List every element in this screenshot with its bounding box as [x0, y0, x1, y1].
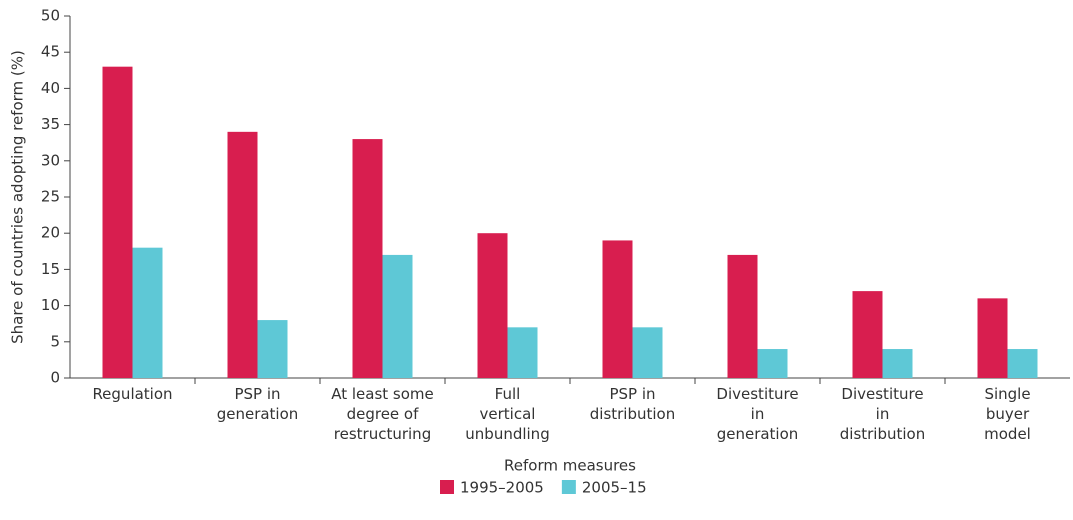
y-tick-label: 15: [41, 260, 60, 278]
y-axis-label: Share of countries adopting reform (%): [9, 50, 27, 344]
y-tick-label: 10: [41, 296, 60, 314]
bar: [602, 240, 633, 378]
bar: [757, 349, 788, 378]
x-tick-label: Regulation: [92, 385, 173, 403]
x-axis-label: Reform measures: [504, 457, 636, 475]
bar: [507, 327, 538, 378]
y-tick-label: 20: [41, 224, 60, 242]
x-tick-label: PSP in distribution: [589, 385, 676, 423]
legend-swatch: [440, 480, 454, 494]
bar: [852, 291, 883, 378]
bar: [477, 233, 508, 378]
x-tick-label: Divestiture in generation: [716, 385, 799, 443]
bar: [882, 349, 913, 378]
bar: [227, 131, 258, 378]
y-tick-label: 40: [41, 79, 60, 97]
bar: [102, 66, 133, 379]
y-tick-label: 45: [41, 43, 60, 61]
bar: [132, 247, 163, 378]
bar: [1007, 349, 1038, 378]
x-tick-label: Full vertical unbundling: [465, 385, 550, 443]
y-tick-label: 50: [41, 7, 60, 25]
bar: [727, 254, 758, 378]
y-tick-label: 35: [41, 115, 60, 133]
x-tick-label: Divestiture in distribution: [839, 385, 926, 443]
x-tick-label: PSP in generation: [216, 385, 299, 423]
y-tick-label: 30: [41, 151, 60, 169]
bar: [352, 139, 383, 378]
bar: [382, 254, 413, 378]
x-tick-label: At least some degree of restructuring: [331, 385, 434, 443]
y-tick-label: 25: [41, 188, 60, 206]
bar: [257, 320, 288, 378]
legend-label: 2005–15: [582, 479, 647, 497]
legend-label: 1995–2005: [460, 479, 544, 497]
bar: [632, 327, 663, 378]
y-tick-label: 5: [50, 332, 60, 350]
y-tick-label: 0: [50, 369, 60, 387]
legend-swatch: [561, 480, 576, 494]
x-tick-label: Single buyer model: [984, 385, 1031, 443]
bar: [977, 298, 1008, 378]
